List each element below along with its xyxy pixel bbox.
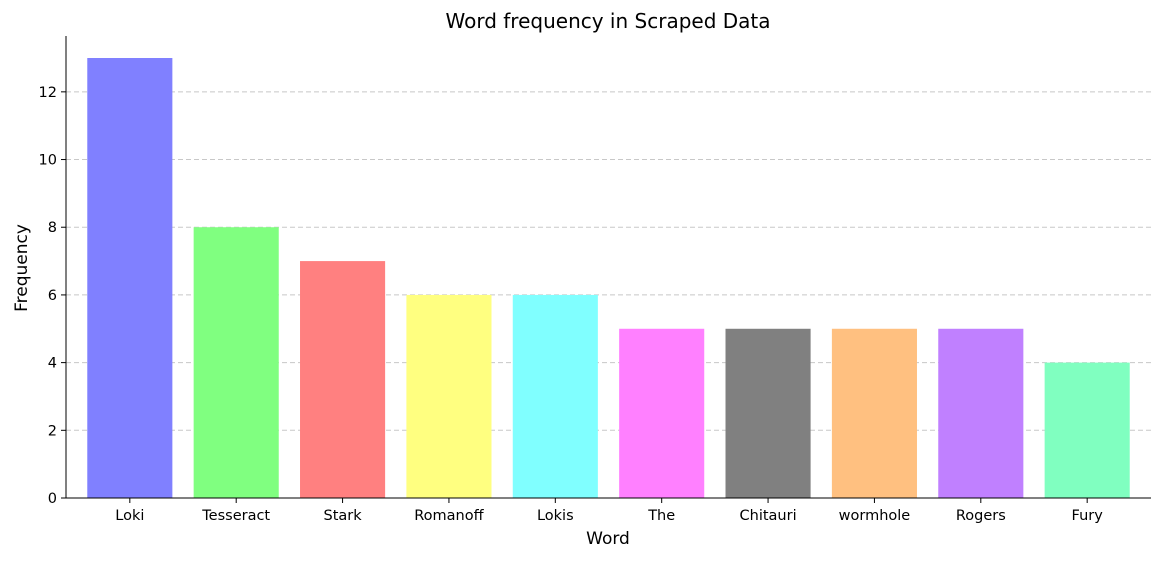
x-tick-label: wormhole	[839, 508, 911, 524]
x-tick-label: Lokis	[537, 508, 574, 524]
y-tick-label: 8	[48, 220, 57, 236]
y-tick-label: 6	[48, 288, 57, 304]
bar-wormhole	[831, 328, 917, 498]
x-tick-label: Romanoff	[414, 508, 484, 524]
chart-title: Word frequency in Scraped Data	[446, 9, 771, 33]
x-tick-label: The	[647, 508, 675, 524]
bar-the	[619, 328, 705, 498]
x-tick-label: Rogers	[956, 508, 1006, 524]
bar-rogers	[938, 328, 1024, 498]
bars	[87, 58, 1130, 498]
y-tick-label: 10	[39, 153, 57, 169]
x-tick-label: Tesseract	[201, 508, 270, 524]
bar-tesseract	[193, 227, 279, 498]
x-tick-label: Stark	[323, 508, 362, 524]
bar-loki	[87, 58, 173, 498]
bar-stark	[300, 261, 386, 498]
x-ticks: Loki Tesseract Stark Romanoff Lokis The Chitau…	[115, 498, 1103, 524]
x-tick-label: Fury	[1072, 508, 1104, 524]
bar-romanoff	[406, 294, 492, 498]
y-tick-label: 2	[48, 423, 57, 439]
y-tick-label: 12	[39, 85, 57, 101]
x-axis-label: Word	[586, 529, 630, 549]
x-tick-label: Loki	[115, 508, 144, 524]
y-axis-label: Frequency	[12, 224, 32, 312]
x-tick-label: Chitauri	[740, 508, 797, 524]
bar-fury	[1044, 362, 1130, 498]
bar-chitauri	[725, 328, 811, 498]
bar-lokis	[512, 294, 598, 498]
axes	[65, 36, 1151, 499]
y-ticks: 0 2 4 6 8 10 12	[39, 85, 66, 507]
y-tick-label: 4	[48, 356, 57, 372]
y-tick-label: 0	[48, 491, 57, 507]
